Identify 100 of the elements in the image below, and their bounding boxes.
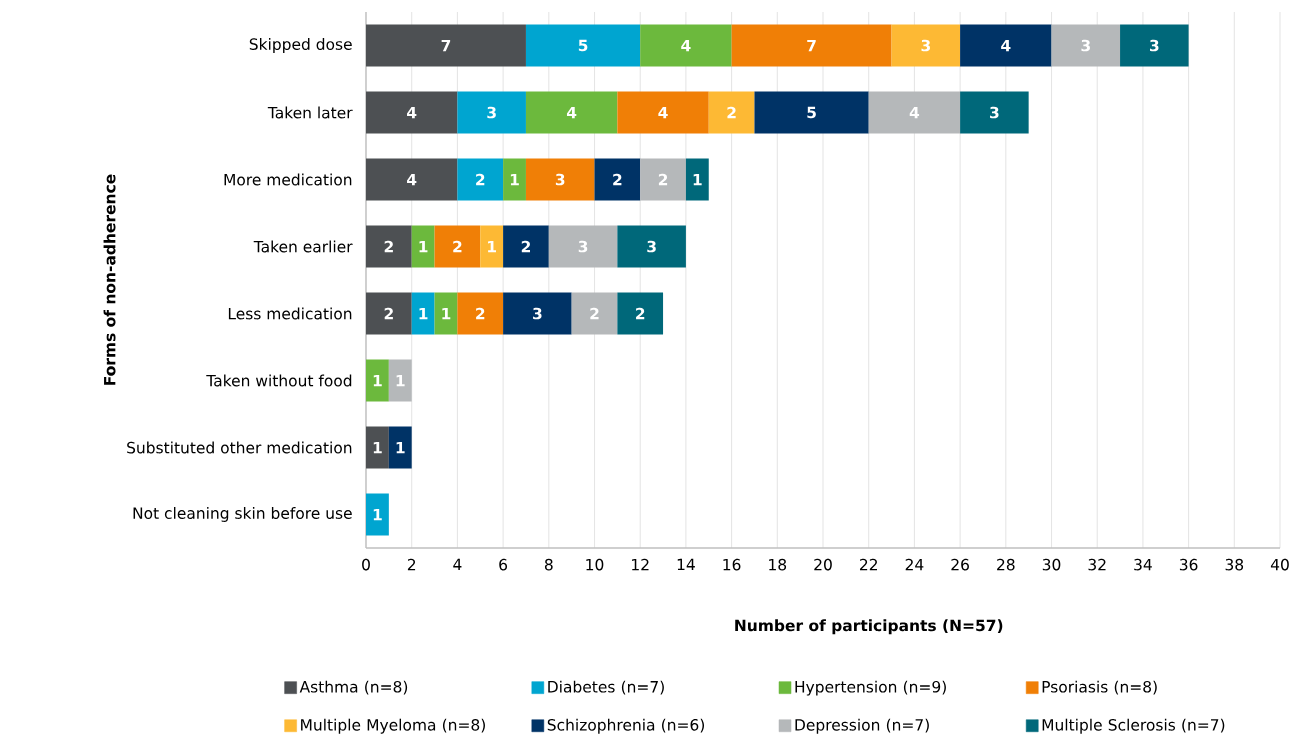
data-label: 3: [990, 106, 999, 119]
legend-label: Multiple Sclerosis (n=7): [1042, 718, 1225, 734]
y-tick-label: Taken without food: [206, 374, 352, 387]
bar: [617, 292, 664, 335]
bar: [366, 359, 389, 402]
bar: [640, 24, 732, 67]
data-label: 3: [533, 307, 542, 320]
bar: [434, 292, 458, 335]
bar: [480, 225, 504, 268]
y-tick-label: Skipped dose: [249, 38, 352, 53]
data-label: 1: [510, 173, 519, 186]
data-label: 2: [476, 173, 485, 186]
x-tick-label: 26: [951, 558, 969, 571]
data-label: 3: [578, 240, 588, 253]
bar: [617, 225, 686, 268]
data-label: 3: [1081, 39, 1090, 52]
data-label: 2: [613, 173, 622, 186]
data-label: 3: [555, 173, 565, 186]
y-tick-label: Substituted other medication: [127, 441, 352, 454]
x-tick-label: 30: [1042, 558, 1061, 571]
bar: [640, 158, 686, 201]
bar: [868, 91, 961, 134]
bar: [960, 91, 1029, 134]
x-tick-label: 18: [769, 558, 787, 571]
data-label: 3: [921, 39, 930, 52]
data-label: 1: [373, 441, 382, 454]
bar: [434, 225, 481, 268]
data-label: 2: [521, 240, 530, 253]
x-tick-label: 28: [997, 558, 1015, 571]
data-label: 4: [566, 106, 577, 119]
x-tick-label: 40: [1270, 558, 1289, 571]
x-tick-label: 4: [453, 558, 462, 571]
data-label: 2: [636, 307, 645, 320]
y-tick-label: Taken earlier: [253, 240, 353, 253]
legend-label: Psoriasis (n=8): [1042, 680, 1157, 695]
data-label: 4: [681, 39, 691, 52]
y-tick-label: Taken later: [267, 106, 353, 119]
data-label: 1: [488, 240, 496, 253]
data-label: 5: [807, 106, 816, 119]
y-tick-label: Less medication: [228, 307, 352, 320]
x-tick-label: 32: [1088, 558, 1106, 571]
data-label: 1: [419, 240, 428, 253]
data-label: 4: [909, 106, 920, 119]
data-label: 1: [373, 374, 382, 387]
bar: [571, 292, 618, 335]
data-label: 3: [487, 106, 496, 119]
bar: [525, 158, 595, 201]
bar: [708, 91, 755, 134]
bar: [366, 91, 458, 134]
data-label: 4: [407, 173, 417, 186]
bar: [731, 24, 892, 67]
x-tick-label: 38: [1225, 558, 1244, 571]
y-tick-label: Not cleaning skin before use: [133, 507, 352, 522]
bar: [754, 91, 869, 134]
bar: [503, 158, 526, 201]
legend-label: Multiple Myeloma (n=8): [301, 718, 485, 734]
legend-label: Diabetes (n=7): [548, 680, 664, 695]
bar: [366, 292, 412, 335]
bar: [457, 292, 504, 335]
data-label: 2: [453, 240, 462, 253]
data-label: 4: [407, 106, 417, 119]
bar: [411, 225, 435, 268]
bar: [960, 24, 1052, 67]
bar: [594, 158, 641, 201]
bar: [503, 225, 549, 268]
data-label: 7: [441, 39, 451, 52]
bar: [525, 24, 641, 67]
bar: [388, 426, 412, 469]
x-tick-label: 24: [905, 558, 924, 571]
x-tick-label: 36: [1179, 558, 1198, 571]
data-label: 3: [1150, 39, 1159, 52]
bar: [366, 225, 412, 268]
data-label: 2: [384, 240, 393, 253]
x-tick-label: 2: [407, 558, 416, 571]
legend-label: Asthma (n=8): [299, 680, 408, 695]
data-label: 2: [727, 106, 736, 119]
x-tick-label: 22: [859, 558, 877, 571]
bar: [525, 91, 618, 134]
y-tick-label: More medication: [224, 173, 352, 186]
data-label: 2: [384, 307, 393, 320]
data-label: 1: [693, 173, 702, 186]
bar: [617, 91, 709, 134]
bar: [1120, 24, 1189, 67]
data-label: 1: [373, 508, 382, 521]
bar: [366, 24, 526, 67]
data-label: 3: [647, 240, 656, 253]
data-label: 2: [476, 307, 485, 320]
x-tick-label: 34: [1134, 558, 1152, 571]
data-label: 5: [578, 39, 588, 52]
data-label: 4: [658, 106, 668, 119]
x-tick-label: 14: [677, 558, 695, 571]
bar: [1051, 24, 1121, 67]
bar: [366, 493, 389, 536]
data-label: 7: [807, 39, 816, 52]
legend-label: Hypertension (n=9): [795, 680, 946, 696]
x-tick-label: 6: [499, 558, 508, 571]
data-label: 1: [442, 307, 451, 320]
data-label: 4: [1001, 39, 1011, 52]
data-label: 2: [590, 307, 599, 320]
x-tick-label: 0: [362, 558, 370, 571]
